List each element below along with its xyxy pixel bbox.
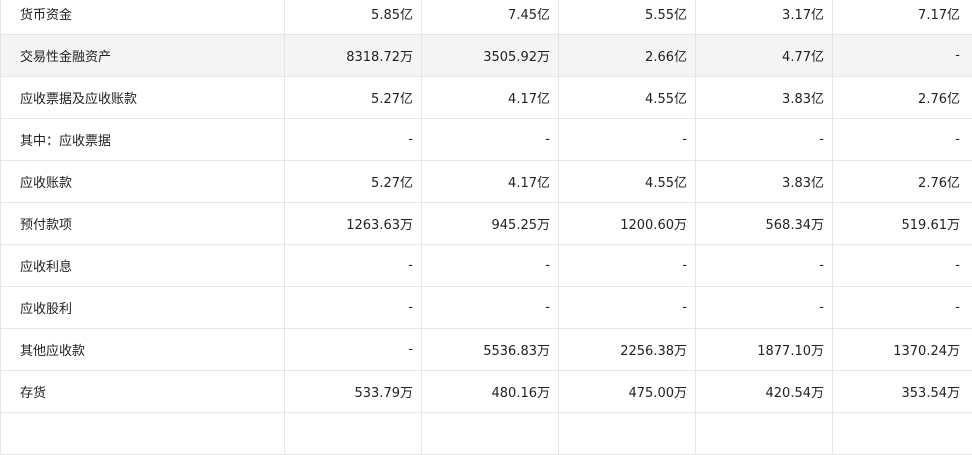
value-cell: - [955, 258, 960, 273]
value-cell: 2.66亿 [559, 35, 696, 76]
value-cell: 3.17亿 [696, 0, 833, 34]
value-cell: 4.17亿 [422, 77, 559, 118]
value-cell: - [696, 119, 833, 160]
value-cell: - [559, 287, 696, 328]
value-cell: 1877.10万 [696, 329, 833, 370]
value-cell: 3.83亿 [696, 161, 833, 202]
row-label [0, 413, 285, 454]
value-cell: 5536.83万 [422, 329, 559, 370]
value-cell: 533.79万 [285, 371, 422, 412]
row-label: 应收票据及应收账款 [0, 77, 285, 118]
value-cell: 1200.60万 [559, 203, 696, 244]
row-label: 预付款项 [0, 203, 285, 244]
value-cell: 8318.72万 [285, 35, 422, 76]
table-row: 应收利息 - - - - - [0, 245, 972, 287]
row-label: 应收账款 [0, 161, 285, 202]
value-cell: - [422, 287, 559, 328]
table-row: 应收票据及应收账款 5.27亿 4.17亿 4.55亿 3.83亿 2.76亿 [0, 77, 972, 119]
table-row [0, 413, 972, 455]
value-cell [833, 413, 970, 454]
value-cell: - [285, 119, 422, 160]
value-cell: 5.55亿 [559, 0, 696, 34]
value-cell: 1263.63万 [285, 203, 422, 244]
value-cell: 5.27亿 [285, 161, 422, 202]
value-cell: - [696, 287, 833, 328]
row-label: 其中：应收票据 [0, 119, 285, 160]
table-row: 应收股利 - - - - - [0, 287, 972, 329]
value-cell: - [285, 245, 422, 286]
value-cell: - [696, 245, 833, 286]
value-cell: 353.54万 [901, 386, 961, 401]
table-row: 交易性金融资产 8318.72万 3505.92万 2.66亿 4.77亿 - [0, 35, 972, 77]
value-cell: 1370.24万 [893, 344, 960, 359]
value-cell: - [559, 119, 696, 160]
value-cell: 4.17亿 [422, 161, 559, 202]
value-cell: 4.55亿 [559, 161, 696, 202]
row-label: 应收股利 [0, 287, 285, 328]
value-cell: 2.76亿 [918, 176, 960, 191]
value-cell: 4.77亿 [696, 35, 833, 76]
table-row: 存货 533.79万 480.16万 475.00万 420.54万 353.54万 [0, 371, 972, 413]
value-cell: 7.17亿 [918, 8, 960, 23]
value-cell: - [955, 132, 960, 147]
value-cell: 4.55亿 [559, 77, 696, 118]
value-cell: 568.34万 [696, 203, 833, 244]
value-cell: 2.76亿 [918, 92, 960, 107]
value-cell: - [559, 245, 696, 286]
value-cell: 3.83亿 [696, 77, 833, 118]
value-cell: 5.27亿 [285, 77, 422, 118]
row-label: 货币资金 [0, 0, 285, 34]
row-label: 应收利息 [0, 245, 285, 286]
value-cell [285, 413, 422, 454]
row-label: 存货 [0, 371, 285, 412]
value-cell: - [422, 119, 559, 160]
row-label: 其他应收款 [0, 329, 285, 370]
table-row: 应收账款 5.27亿 4.17亿 4.55亿 3.83亿 2.76亿 [0, 161, 972, 203]
value-cell: 480.16万 [422, 371, 559, 412]
value-cell: - [422, 245, 559, 286]
value-cell: 420.54万 [696, 371, 833, 412]
table-row: 其他应收款 -5536.83万 2256.38万 1877.10万 1370.24万 [0, 329, 972, 371]
value-cell: - [955, 300, 960, 315]
value-cell: - [285, 287, 422, 328]
table-row: 货币资金 5.85亿 7.45亿 5.55亿 3.17亿 7.17亿 [0, 0, 972, 35]
value-cell: 945.25万 [422, 203, 559, 244]
value-cell [422, 413, 559, 454]
table-row: 预付款项 1263.63万 945.25万 1200.60万 568.34万 519.61… [0, 203, 972, 245]
value-cell: - [955, 48, 960, 63]
value-cell: 519.61万 [901, 218, 961, 233]
value-cell: - [285, 329, 422, 370]
value-cell: 2256.38万 [559, 329, 696, 370]
value-cell: 3505.92万 [422, 35, 559, 76]
value-cell: 7.45亿 [422, 0, 559, 34]
value-cell [559, 413, 696, 454]
table-row: 其中：应收票据 - - - - - [0, 119, 972, 161]
row-label: 交易性金融资产 [0, 35, 285, 76]
value-cell: 5.85亿 [285, 0, 422, 34]
value-cell [696, 413, 833, 454]
value-cell: 475.00万 [559, 371, 696, 412]
